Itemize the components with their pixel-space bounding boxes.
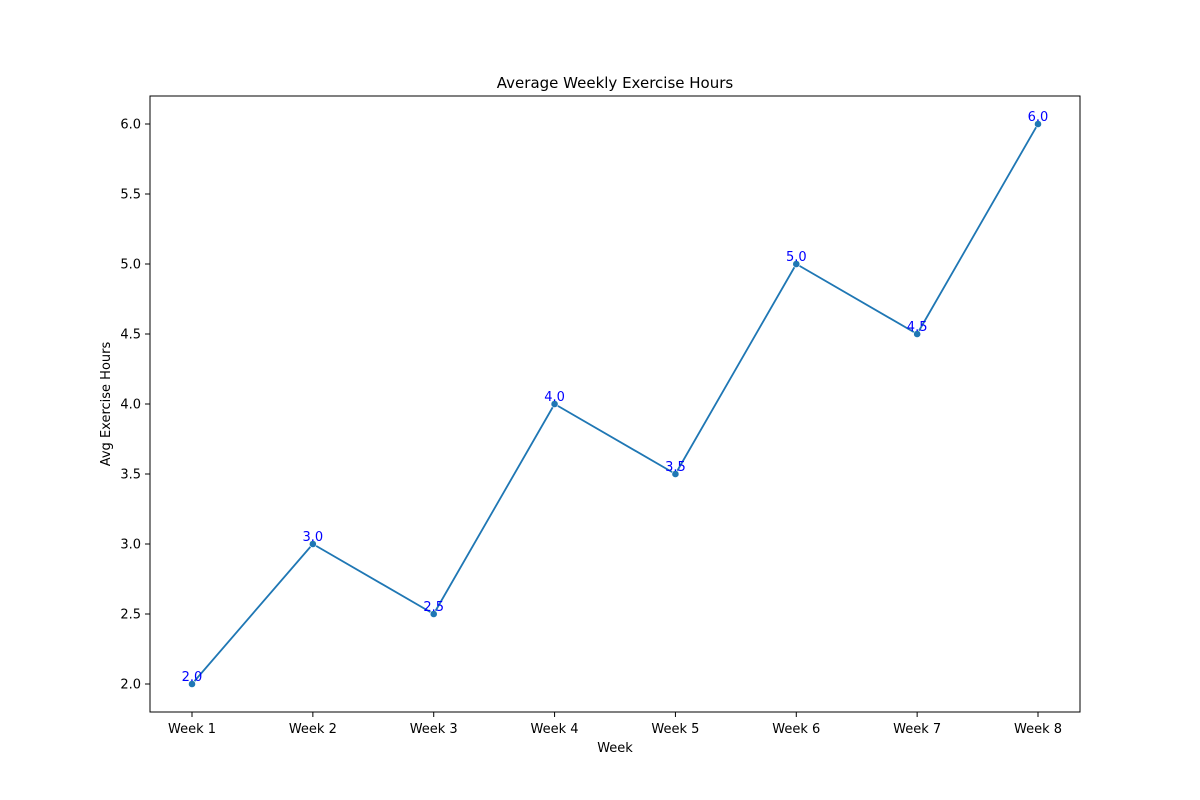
x-tick-label: Week 5	[651, 722, 699, 737]
chart-title: Average Weekly Exercise Hours	[497, 74, 734, 92]
data-point	[308, 540, 317, 548]
y-tick-label: 3.0	[120, 538, 141, 553]
data-label: 3.0	[303, 530, 324, 545]
x-tick-label: Week 7	[893, 722, 941, 737]
y-tick-label: 2.5	[120, 608, 141, 623]
axes	[149, 95, 1081, 713]
data-label: 2.5	[423, 600, 444, 615]
y-tick-label: 4.0	[120, 398, 141, 413]
data-point	[188, 680, 196, 688]
y-tick-label: 3.5	[120, 468, 141, 483]
data-point	[429, 610, 438, 618]
plot-frame	[149, 95, 1081, 713]
x-tick-label: Week 6	[772, 722, 820, 737]
x-tick-label: Week 3	[410, 722, 458, 737]
series-line	[191, 123, 1039, 685]
x-axis-ticks: Week 1 Week 2 Week 3 Week 4 Week 5 Week 6 Week…	[168, 712, 1062, 737]
y-tick-label: 5.0	[120, 258, 141, 273]
data-point	[1034, 120, 1042, 128]
x-tick-label: Week 4	[531, 722, 579, 737]
data-label: 2.0	[182, 670, 203, 685]
data-label: 5.0	[786, 250, 807, 265]
x-tick-label: Week 1	[168, 722, 216, 737]
data-point	[671, 470, 680, 478]
data-label: 3.5	[665, 460, 686, 475]
data-point	[550, 400, 559, 408]
x-axis-label: Week	[597, 741, 633, 756]
y-tick-label: 6.0	[120, 118, 141, 133]
data-points	[188, 120, 1042, 688]
data-label: 4.5	[907, 320, 928, 335]
data-point	[913, 330, 922, 338]
y-axis-ticks: 2.0 2.5 3.0 3.5 4.0 4.5 5.0 5.5 6.0	[120, 118, 150, 693]
data-label: 4.0	[544, 390, 565, 405]
y-axis-label: Avg Exercise Hours	[99, 342, 114, 467]
y-tick-label: 4.5	[120, 328, 141, 343]
data-labels: 2.0 3.0 2.5 4.0 3.5 5.0 4.5 6.0	[182, 110, 1049, 685]
x-tick-label: Week 8	[1014, 722, 1062, 737]
data-point	[792, 260, 801, 268]
y-tick-label: 5.5	[120, 188, 141, 203]
y-tick-label: 2.0	[120, 678, 141, 693]
data-label: 6.0	[1028, 110, 1049, 125]
x-tick-label: Week 2	[289, 722, 337, 737]
series	[191, 123, 1039, 685]
